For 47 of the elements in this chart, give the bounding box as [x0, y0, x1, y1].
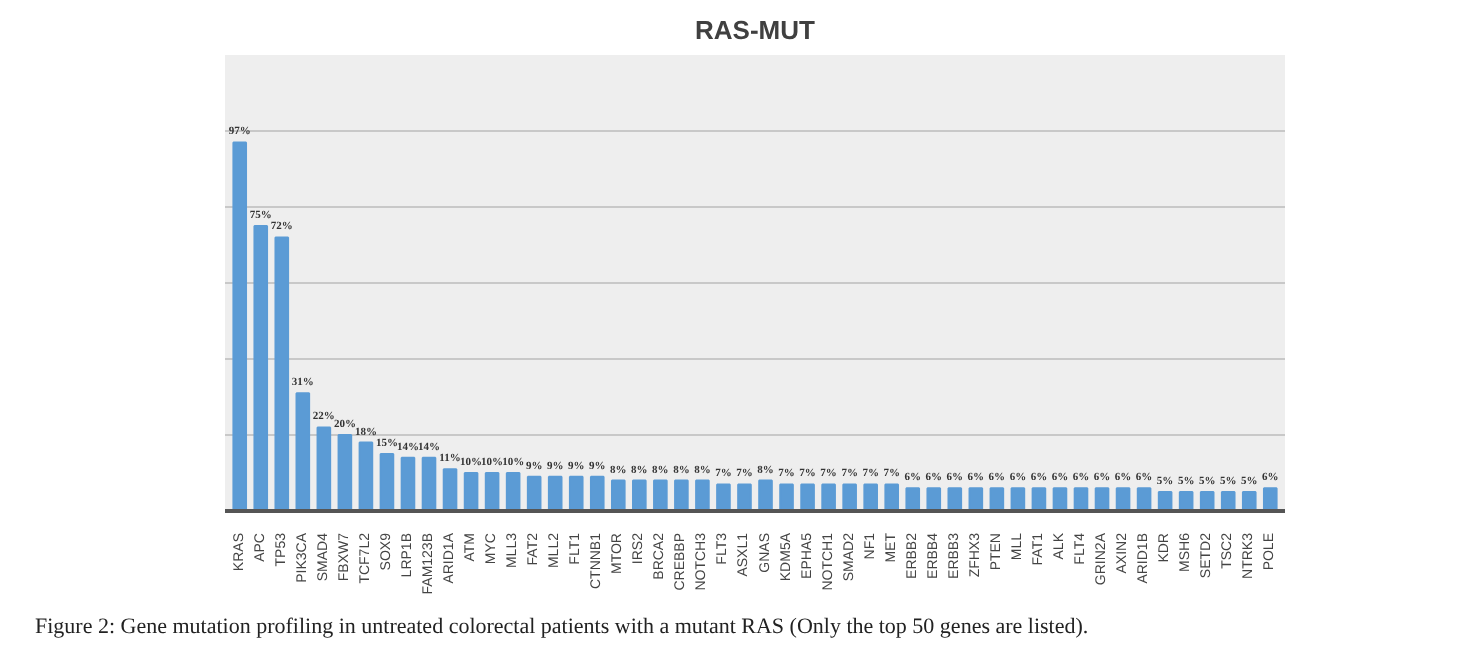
- bar: [484, 472, 500, 511]
- bar: [463, 472, 479, 511]
- bar: [1136, 487, 1152, 511]
- bar: [547, 475, 563, 511]
- bar: [295, 392, 311, 511]
- bar: [1220, 491, 1236, 511]
- bar: [821, 483, 836, 511]
- bar: [589, 475, 605, 511]
- bar: [1115, 487, 1131, 511]
- bar: [568, 475, 584, 511]
- bar: [737, 483, 752, 511]
- chart-title: RAS-MUT: [695, 15, 816, 45]
- bar: [610, 479, 626, 511]
- bar: [232, 141, 248, 511]
- bar: [421, 456, 437, 511]
- bar: [863, 483, 878, 511]
- bar: [1094, 487, 1110, 511]
- bar: [632, 479, 647, 511]
- bar: [253, 225, 269, 511]
- bar: [779, 483, 794, 511]
- bar: [526, 475, 542, 511]
- bar: [842, 483, 857, 511]
- bar: [758, 479, 773, 511]
- bar: [926, 487, 942, 511]
- bar: [379, 453, 395, 511]
- bar: [716, 483, 731, 511]
- bar: [442, 468, 458, 511]
- bar: [884, 483, 900, 511]
- bar: [1010, 487, 1026, 511]
- bar: [400, 456, 416, 511]
- bar: [274, 236, 290, 511]
- bar: [505, 472, 521, 511]
- caption: Figure 2: Gene mutation profiling in untreated colorectal patients with a mutant RAS (Only the top 50 genes are listed).: [35, 615, 1089, 639]
- bar: [1031, 487, 1047, 511]
- bar: [674, 479, 689, 511]
- bar: [653, 479, 668, 511]
- bar: [316, 426, 332, 511]
- bar: [1052, 487, 1068, 511]
- bar: [905, 487, 921, 511]
- bar: [695, 479, 710, 511]
- bar: [800, 483, 815, 511]
- bar: [1262, 487, 1278, 511]
- bar: [1241, 491, 1257, 511]
- bar: [947, 487, 963, 511]
- bar: [337, 434, 353, 511]
- bar: [358, 441, 374, 511]
- bar: [1073, 487, 1089, 511]
